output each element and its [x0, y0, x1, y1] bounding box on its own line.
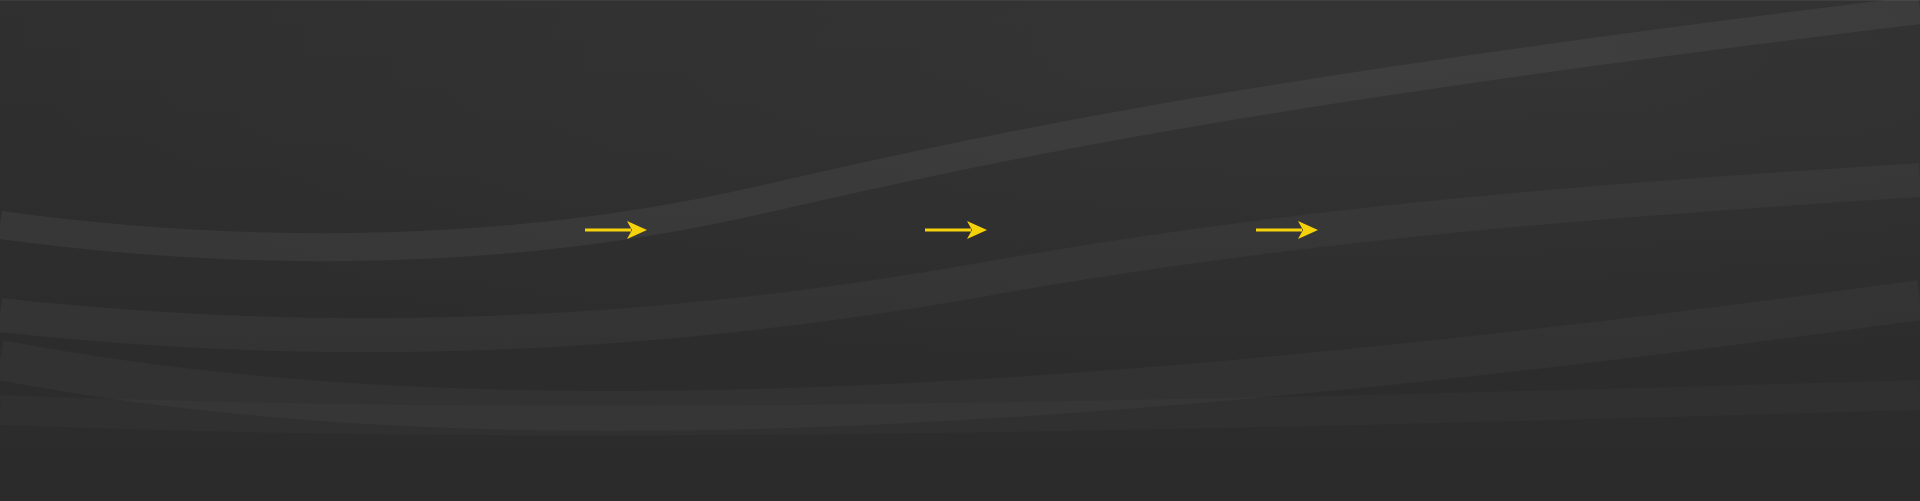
arrow-right-icon: [583, 216, 649, 244]
top-border: [0, 0, 1920, 1]
arrow-right-icon: [923, 216, 989, 244]
arrow-right-icon: [1254, 216, 1320, 244]
